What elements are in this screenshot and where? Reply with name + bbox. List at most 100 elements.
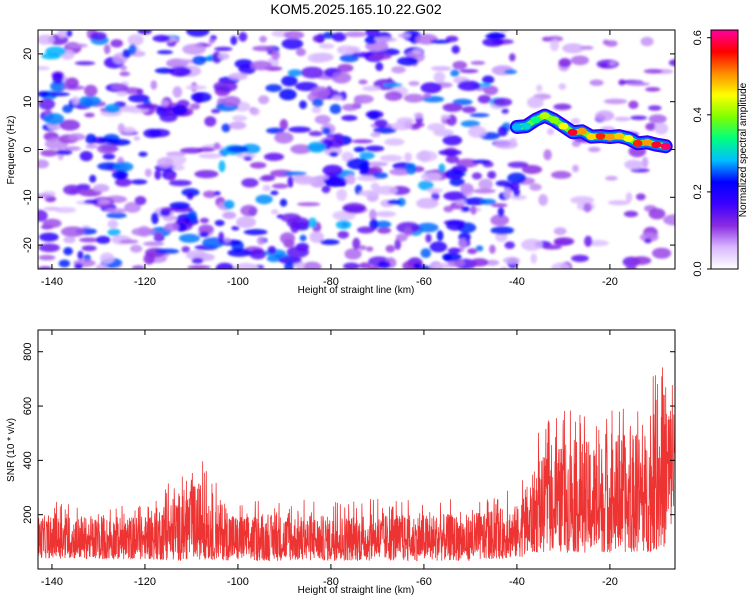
x-tick-label: -80	[323, 276, 339, 288]
heatmap-noise-blob	[489, 244, 496, 254]
heatmap-noise-blob	[215, 262, 234, 269]
heatmap-noise-blob	[635, 193, 646, 201]
heatmap-noise-blob	[652, 247, 672, 259]
heatmap-noise-blob	[104, 103, 121, 114]
heatmap-noise-blob	[312, 34, 324, 43]
heatmap-noise-blob	[427, 123, 446, 132]
signal-trace-point	[614, 132, 625, 140]
heatmap-noise-blob	[136, 88, 144, 95]
heatmap-noise-blob	[322, 31, 334, 39]
heatmap-noise-blob	[309, 231, 325, 243]
heatmap-noise-blob	[367, 265, 381, 269]
heatmap-noise-blob	[230, 35, 238, 46]
heatmap-noise-blob	[119, 65, 127, 71]
heatmap-noise-blob	[543, 149, 552, 161]
heatmap-noise-blob	[192, 55, 207, 66]
heatmap-noise-blob	[462, 106, 477, 114]
heatmap-noise-blob	[641, 156, 649, 169]
heatmap-noise-blob	[331, 72, 352, 84]
heatmap-noise-blob	[452, 60, 468, 70]
heatmap-noise-blob	[365, 30, 380, 38]
heatmap-noise-blob	[266, 127, 285, 134]
heatmap-noise-blob	[346, 158, 370, 170]
heatmap-noise-blob	[438, 149, 462, 156]
heatmap-noise-blob	[223, 199, 235, 210]
heatmap-noise-blob	[322, 164, 343, 177]
heatmap-noise-blob	[654, 122, 669, 135]
heatmap-noise-blob	[472, 159, 491, 164]
heatmap-noise-blob	[526, 96, 544, 109]
heatmap-noise-blob	[377, 261, 391, 269]
heatmap-noise-blob	[507, 161, 529, 168]
heatmap-noise-blob	[40, 149, 58, 157]
heatmap-noise-blob	[342, 103, 358, 111]
heatmap-noise-blob	[370, 132, 381, 138]
heatmap-noise-blob	[614, 116, 631, 122]
heatmap-noise-blob	[186, 192, 194, 200]
heatmap-noise-blob	[471, 172, 482, 180]
heatmap-noise-blob	[640, 36, 654, 47]
heatmap-noise-blob	[279, 88, 297, 101]
heatmap-noise-blob	[509, 137, 517, 143]
heatmap-noise-blob	[389, 168, 411, 176]
heatmap-noise-blob	[62, 104, 73, 114]
heatmap-noise-blob	[133, 136, 140, 141]
heatmap-noise-blob	[63, 236, 76, 244]
heatmap-noise-blob	[413, 122, 425, 127]
heatmap-noise-blob	[352, 237, 361, 250]
heatmap-noise-blob	[530, 253, 538, 264]
heatmap-noise-blob	[65, 30, 73, 37]
heatmap-noise-blob	[99, 252, 115, 264]
heatmap-noise-blob	[249, 107, 260, 116]
signal-trace-point	[595, 132, 606, 140]
heatmap-noise-blob	[218, 160, 226, 173]
heatmap-noise-blob	[412, 49, 423, 55]
heatmap-noise-blob	[281, 38, 304, 50]
heatmap-noise-blob	[478, 178, 493, 190]
heatmap-noise-blob	[631, 256, 652, 265]
heatmap-noise-blob	[274, 132, 294, 144]
heatmap-noise-blob	[503, 187, 512, 200]
heatmap-noise-blob	[643, 68, 663, 74]
heatmap-noise-blob	[187, 265, 211, 269]
heatmap-noise-blob	[394, 238, 402, 250]
heatmap-noise-blob	[413, 262, 421, 269]
heatmap-noise-blob	[295, 48, 306, 57]
x-tick-label: -20	[602, 576, 618, 588]
heatmap-noise-blob	[160, 100, 170, 107]
heatmap-noise-blob	[521, 165, 543, 174]
heatmap-noise-blob	[446, 220, 465, 231]
y-tick-label: 20	[22, 48, 34, 60]
heatmap-noise-blob	[199, 231, 210, 238]
heatmap-noise-blob	[366, 161, 388, 167]
x-tick-label: -20	[602, 276, 618, 288]
heatmap-noise-blob	[72, 96, 79, 106]
heatmap-noise-blob	[262, 184, 271, 192]
heatmap-noise-blob	[562, 43, 585, 54]
heatmap-noise-blob	[425, 233, 432, 243]
heatmap-noise-blob	[249, 162, 267, 169]
heatmap-noise-blob	[283, 30, 305, 40]
heatmap-noise-blob	[184, 217, 191, 224]
heatmap-noise-blob	[421, 172, 442, 182]
heatmap-noise-blob	[74, 263, 83, 269]
heatmap-noise-blob	[166, 172, 176, 181]
heatmap-noise-blob	[362, 85, 381, 92]
heatmap-noise-blob	[572, 164, 579, 173]
y-tick-label: -20	[22, 237, 34, 253]
heatmap-noise-blob	[429, 241, 448, 253]
heatmap-noise-blob	[93, 184, 110, 193]
heatmap-noise-blob	[279, 232, 296, 245]
heatmap-noise-blob	[379, 154, 403, 162]
x-tick-label: -40	[509, 576, 525, 588]
heatmap-noise-blob	[103, 44, 111, 55]
heatmap-noise-blob	[213, 81, 238, 92]
heatmap-noise-blob	[227, 145, 249, 153]
heatmap-noise-blob	[377, 227, 392, 234]
signal-trace-point	[530, 116, 541, 124]
heatmap-noise-blob	[369, 209, 377, 221]
heatmap-noise-blob	[172, 86, 183, 98]
heatmap-noise-blob	[156, 157, 174, 168]
snr-panel: -140 -120 -100 -80 -60 -40 -20 200 400 600 800 He…	[6, 329, 676, 596]
heatmap-noise-blob	[286, 246, 309, 258]
